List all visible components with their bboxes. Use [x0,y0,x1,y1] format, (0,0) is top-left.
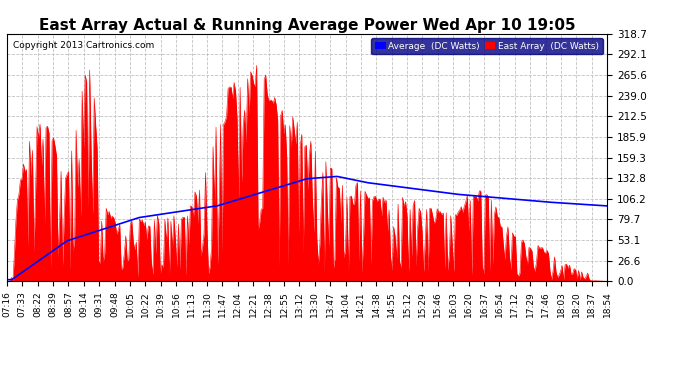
Legend: Average  (DC Watts), East Array  (DC Watts): Average (DC Watts), East Array (DC Watts… [371,38,602,54]
Title: East Array Actual & Running Average Power Wed Apr 10 19:05: East Array Actual & Running Average Powe… [39,18,575,33]
Text: Copyright 2013 Cartronics.com: Copyright 2013 Cartronics.com [13,41,154,50]
